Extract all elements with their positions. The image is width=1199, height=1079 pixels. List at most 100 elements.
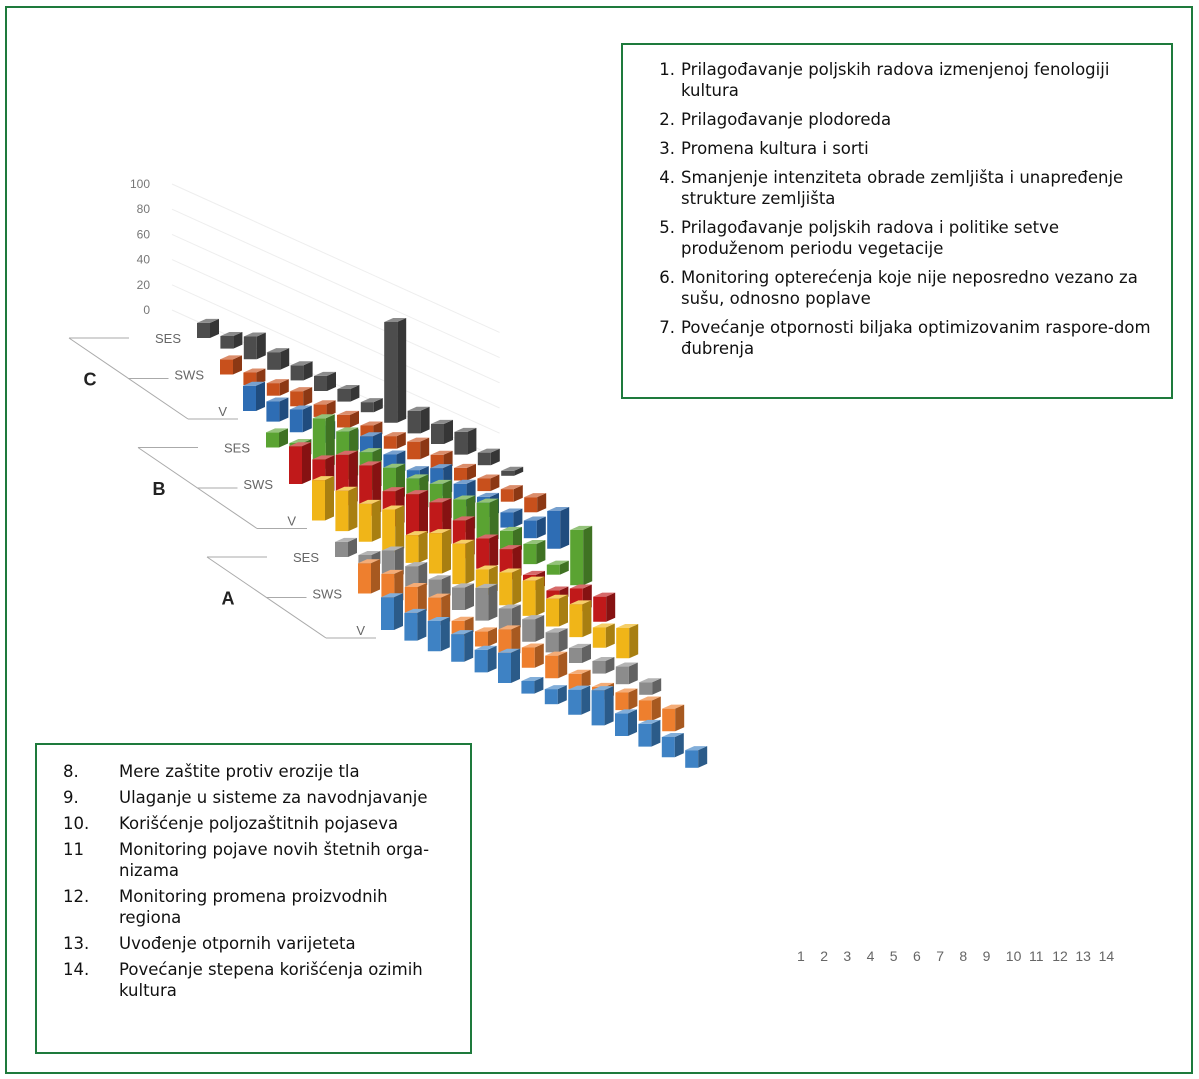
legend-bottom-item-6: 13. Uvođenje otpornih varijeteta: [63, 933, 450, 954]
bar-front: [243, 336, 257, 360]
bar-C-SWS-11: [454, 463, 476, 481]
bar-front: [381, 597, 394, 630]
bar-front: [404, 612, 418, 641]
bar-front: [452, 543, 466, 585]
bar-top: [381, 593, 403, 598]
bar-top: [475, 627, 497, 632]
bar-front: [290, 391, 304, 407]
bar-B-V-7: [452, 539, 475, 585]
bar-top: [569, 600, 592, 605]
bar-front: [431, 423, 444, 444]
bar-top: [639, 678, 662, 683]
x-tick-label: 11: [1029, 948, 1044, 964]
bar-top: [407, 406, 430, 411]
bar-top: [523, 570, 545, 575]
bar-top: [500, 508, 523, 513]
bar-side: [348, 537, 357, 557]
bar-side: [629, 624, 639, 659]
bar-side: [467, 427, 477, 455]
bar-side: [348, 486, 358, 532]
legend-bottom: 8. Mere zaštite protiv erozije tla 9. Ulaga…: [35, 743, 472, 1054]
bar-top: [498, 625, 521, 630]
bar-A-SWS-10: [568, 669, 591, 689]
bar-front: [569, 647, 582, 663]
bar-B-SES-10: [476, 498, 499, 543]
bar-front: [267, 352, 281, 370]
bar-side: [302, 442, 311, 484]
bar-side: [559, 560, 569, 575]
bar-front: [197, 322, 210, 338]
bar-front: [266, 432, 279, 448]
bar-side: [582, 643, 591, 663]
row-label: V: [218, 404, 227, 419]
legend-item-number: 4.: [659, 168, 675, 187]
bar-C-SWS-1: [220, 355, 242, 375]
bar-B-V-3: [358, 499, 381, 542]
bar-top: [477, 448, 500, 453]
bar-top: [337, 410, 359, 415]
bar-top: [661, 733, 684, 738]
bar-front: [404, 586, 418, 615]
bar-top: [266, 428, 288, 433]
bar-front: [568, 689, 582, 715]
legend-item-text: Promena kultura i sorti: [681, 139, 869, 158]
bar-front: [501, 470, 515, 476]
bar-top: [638, 696, 661, 701]
x-tick-label: 2: [820, 948, 828, 964]
bar-A-V-14: [685, 746, 708, 768]
bar-top: [407, 437, 430, 442]
bar-front: [407, 410, 421, 434]
bar-side: [490, 448, 500, 466]
bar-side: [652, 678, 662, 695]
bar-top: [452, 539, 475, 544]
bar-top: [547, 507, 570, 511]
bar-A-V-6: [498, 648, 520, 683]
bar-C-SES-12: [454, 427, 477, 455]
x-tick-label: 3: [843, 948, 851, 964]
bar-A-V-8: [544, 685, 567, 705]
x-tick-label: 10: [1006, 948, 1022, 964]
bar-front: [615, 713, 628, 736]
bar-B-V-11: [546, 594, 568, 627]
bar-front: [524, 497, 538, 513]
bar-top: [500, 485, 523, 490]
bar-side: [279, 397, 289, 422]
bar-top: [383, 432, 406, 437]
legend-item-number: 13.: [63, 934, 90, 953]
bar-top: [545, 651, 568, 656]
bar-side: [512, 568, 522, 606]
bar-top: [499, 568, 522, 573]
bar-side: [534, 643, 544, 668]
legend-item-text: Prilagođavanje plodoreda: [681, 110, 892, 129]
legend-bottom-item-1: 8. Mere zaštite protiv erozije tla: [63, 761, 450, 782]
bar-front: [546, 564, 560, 575]
bar-C-V-2: [266, 397, 289, 422]
legend-bottom-item-7: 14. Povećanje stepena korišćenja ozimih k…: [63, 959, 450, 1001]
bar-side: [465, 539, 475, 585]
bar-C-SES-13: [477, 448, 500, 466]
bar-top: [428, 593, 451, 598]
gridline: [171, 284, 500, 434]
bar-top: [312, 476, 334, 481]
bar-side: [651, 719, 661, 747]
bar-top: [544, 685, 567, 690]
bar-side: [628, 662, 638, 685]
bars: [197, 318, 708, 768]
bar-A-SWS-9: [545, 651, 568, 679]
legend-item-text: Povećanje stepena korišćenja ozimih kult…: [119, 960, 423, 1000]
bar-top: [591, 686, 614, 691]
bar-top: [290, 387, 313, 392]
bar-top: [290, 361, 313, 366]
bar-top: [405, 531, 428, 536]
bar-side: [489, 498, 499, 543]
bar-front: [337, 414, 350, 428]
bar-top: [266, 379, 289, 384]
bar-B-SWS-14: [593, 592, 616, 622]
bar-top: [312, 414, 335, 419]
bar-top: [476, 534, 499, 539]
bar-top: [383, 450, 406, 455]
bar-front: [220, 359, 233, 375]
bar-A-SWS-3: [404, 582, 427, 615]
bar-side: [581, 685, 591, 715]
group-letter: A: [222, 589, 235, 609]
